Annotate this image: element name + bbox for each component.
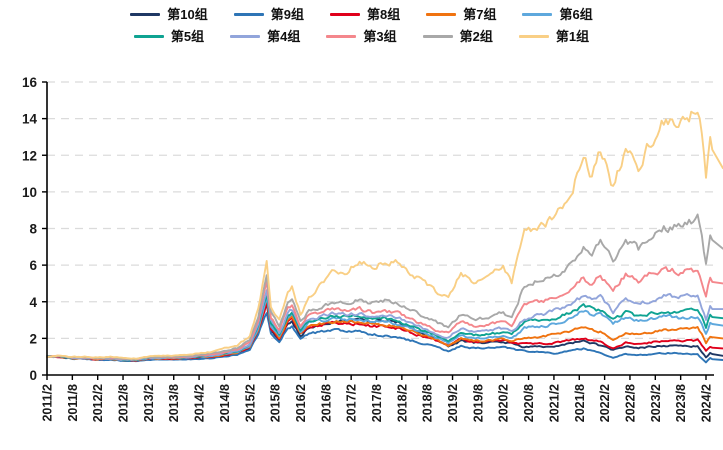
y-tick-label: 8 xyxy=(29,222,37,237)
y-tick-label: 10 xyxy=(22,185,37,200)
x-tick-label: 2022/2 xyxy=(598,384,612,422)
legend-line-swatch xyxy=(330,13,360,16)
y-tick-label: 0 xyxy=(29,368,37,383)
x-tick-label: 2018/8 xyxy=(421,384,435,422)
legend-label: 第9组 xyxy=(270,7,304,22)
x-tick-label: 2014/2 xyxy=(193,384,207,422)
series-第7组 xyxy=(46,296,723,362)
x-tick-label: 2017/2 xyxy=(345,384,359,422)
x-tick-label: 2013/2 xyxy=(142,384,156,422)
legend-line-swatch xyxy=(518,35,549,38)
legend-row: 第10组 第9组 第8组 第7组 第6组 xyxy=(130,7,593,22)
axis-ticks xyxy=(42,81,707,380)
x-tick-label: 2019/8 xyxy=(471,384,485,422)
legend-label: 第8组 xyxy=(367,7,401,22)
y-tick-label: 2 xyxy=(29,331,37,346)
legend-label: 第4组 xyxy=(267,29,301,44)
x-tick-label: 2019/2 xyxy=(446,384,460,422)
series-第10组 xyxy=(46,302,723,362)
legend-label: 第7组 xyxy=(463,7,497,22)
legend: 第10组 第9组 第8组 第7组 第6组第5组 第4组 第3组 第2组 第1组 xyxy=(0,8,723,43)
x-tick-label: 2024/2 xyxy=(700,384,714,422)
legend-line-swatch xyxy=(422,35,453,38)
x-tick-label: 2012/8 xyxy=(117,384,131,422)
legend-item-8: 第2组 xyxy=(422,29,493,44)
series-第2组 xyxy=(46,213,723,361)
legend-line-swatch xyxy=(522,13,553,16)
x-tick-label: 2021/2 xyxy=(547,384,561,422)
y-tick-label: 12 xyxy=(22,148,37,163)
legend-line-swatch xyxy=(426,13,457,16)
x-tick-label: 2016/2 xyxy=(294,384,308,422)
y-tick-label: 4 xyxy=(29,295,37,310)
legend-label: 第5组 xyxy=(170,29,205,44)
x-tick-label: 2023/2 xyxy=(649,384,663,422)
legend-item-7: 第3组 xyxy=(326,29,397,44)
x-tick-label: 2015/2 xyxy=(243,384,257,422)
legend-line-swatch xyxy=(133,35,164,38)
x-tick-label: 2023/8 xyxy=(674,384,688,422)
x-tick-label: 2014/8 xyxy=(218,384,232,422)
legend-label: 第6组 xyxy=(559,7,593,22)
y-tick-label: 6 xyxy=(29,258,37,273)
x-tick-label: 2015/8 xyxy=(269,384,283,422)
x-tick-label: 2021/8 xyxy=(573,384,587,422)
legend-item-4: 第6组 xyxy=(522,7,593,22)
legend-line-swatch xyxy=(130,13,161,16)
x-tick-label: 2018/2 xyxy=(395,384,409,422)
legend-item-6: 第4组 xyxy=(230,30,300,43)
legend-item-0: 第10组 xyxy=(130,7,208,22)
legend-label: 第1组 xyxy=(555,29,590,44)
legend-row: 第5组 第4组 第3组 第2组 第1组 xyxy=(133,29,590,44)
legend-item-1: 第9组 xyxy=(233,7,304,22)
legend-label: 第2组 xyxy=(459,29,493,44)
legend-item-2: 第8组 xyxy=(330,8,400,21)
y-tick-label: 16 xyxy=(22,75,38,90)
series-第6组 xyxy=(46,295,723,362)
legend-label: 第10组 xyxy=(167,7,208,22)
x-tick-label: 2016/8 xyxy=(319,384,333,422)
x-tick-label: 2011/8 xyxy=(66,384,80,422)
legend-line-swatch xyxy=(233,13,264,16)
series-第9组 xyxy=(46,312,723,364)
x-tick-label: 2013/8 xyxy=(167,384,181,422)
x-tick-label: 2020/2 xyxy=(497,384,511,422)
x-tick-label: 2022/8 xyxy=(623,384,637,422)
legend-item-5: 第5组 xyxy=(133,29,205,44)
legend-item-3: 第7组 xyxy=(426,8,496,21)
legend-line-swatch xyxy=(326,35,357,38)
x-tick-label: 2017/8 xyxy=(370,384,384,422)
x-tick-label: 2020/8 xyxy=(522,384,536,422)
legend-item-9: 第1组 xyxy=(518,29,590,44)
y-tick-label: 14 xyxy=(22,112,38,127)
x-tick-label: 2011/2 xyxy=(41,384,55,422)
legend-label: 第3组 xyxy=(363,29,397,44)
legend-line-swatch xyxy=(230,35,261,38)
x-tick-label: 2012/2 xyxy=(91,384,105,422)
series-第1组 xyxy=(46,110,723,360)
